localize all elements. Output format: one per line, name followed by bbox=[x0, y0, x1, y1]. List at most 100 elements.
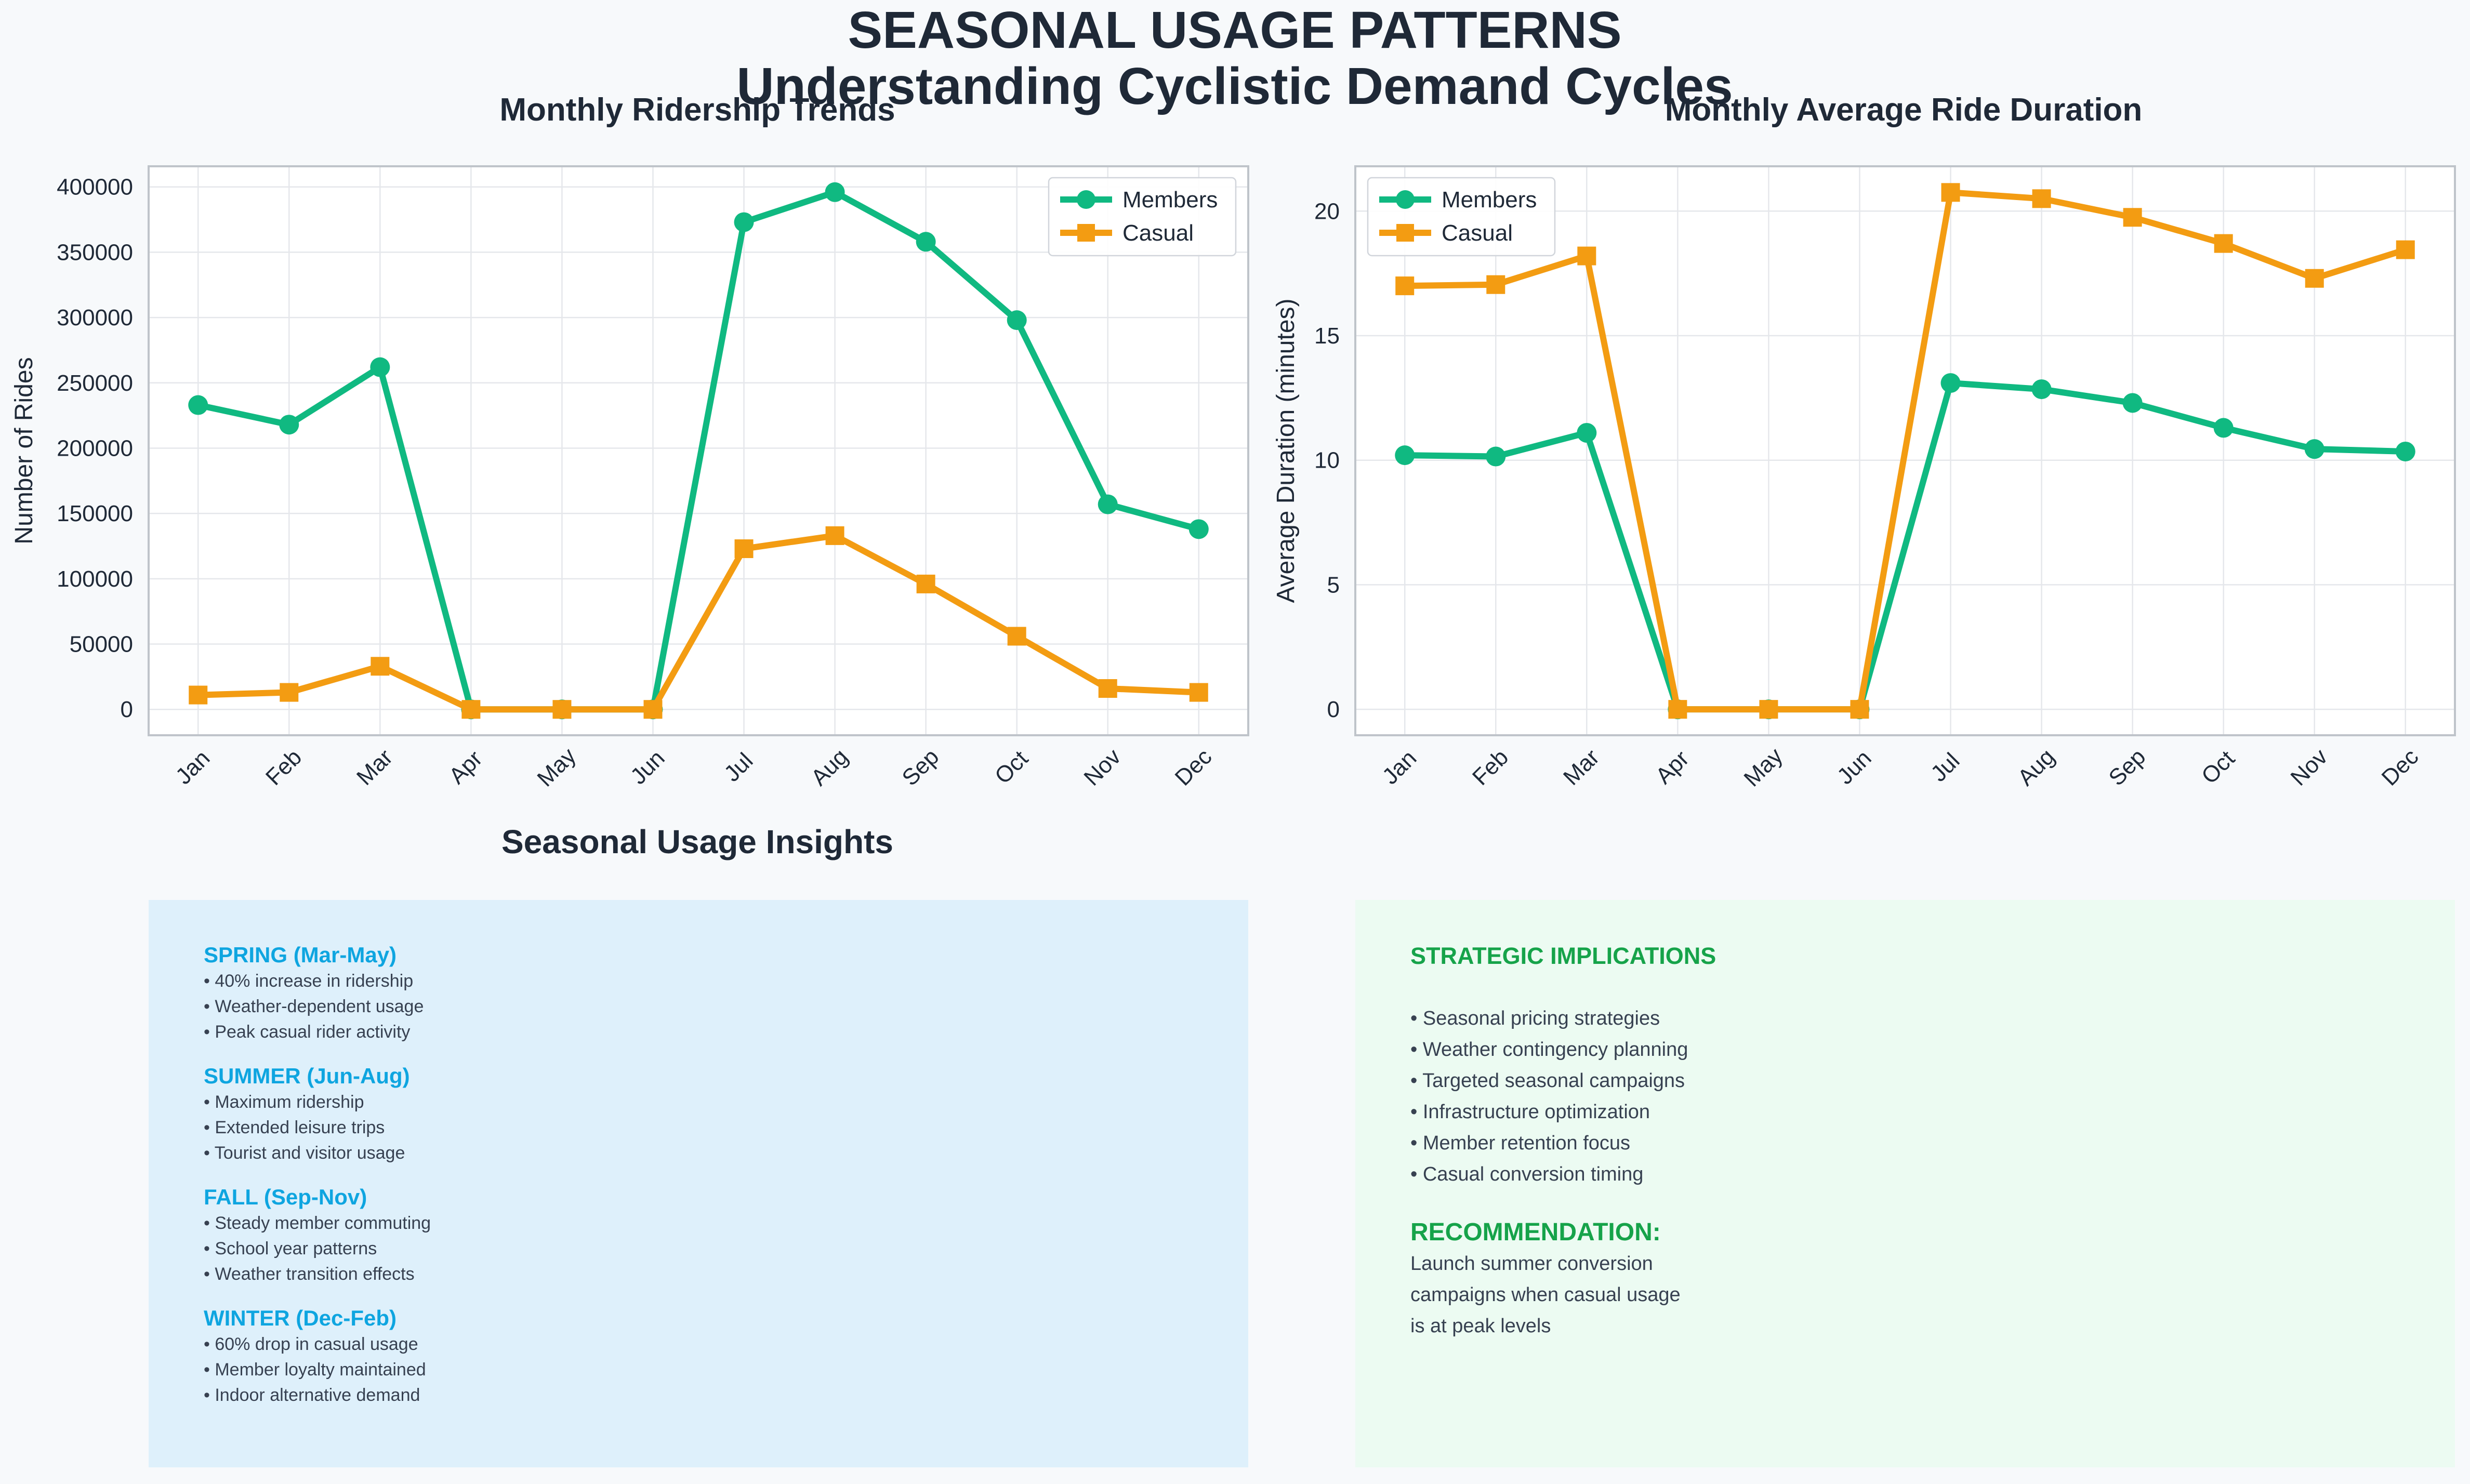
strategy-title: STRATEGIC IMPLICATIONS bbox=[1410, 943, 1716, 969]
plot-frame bbox=[148, 165, 1249, 736]
recommendation-line: is at peak levels bbox=[1410, 1315, 1551, 1337]
season-bullet: • Tourist and visitor usage bbox=[204, 1143, 405, 1163]
data-point-members bbox=[370, 357, 390, 377]
strategy-bullet: • Targeted seasonal campaigns bbox=[1410, 1070, 1685, 1092]
data-point-casual bbox=[1668, 700, 1687, 719]
x-tick-label: Sep bbox=[897, 744, 944, 791]
data-point-members bbox=[825, 182, 845, 202]
x-tick-label: Jun bbox=[626, 745, 670, 789]
ridership-chart: 0 50000 100000 150000 200000 250000 300000 3500… bbox=[10, 165, 1249, 791]
legend-marker-square bbox=[1396, 224, 1414, 242]
x-tick-label: Feb bbox=[261, 745, 307, 790]
y-axis-label: Number of Rides bbox=[10, 357, 38, 544]
data-point-members bbox=[279, 415, 299, 435]
data-point-casual bbox=[189, 685, 208, 705]
season-block: SUMMER (Jun-Aug) • Maximum ridership • Ext… bbox=[204, 1063, 1248, 1166]
data-point-members bbox=[2122, 393, 2143, 413]
data-point-casual bbox=[1759, 700, 1778, 719]
recommendation-text: Launch summer conversion campaigns when c… bbox=[1410, 1248, 2455, 1342]
y-tick-label: 15 bbox=[1314, 323, 1340, 349]
legend-label-members: Members bbox=[1442, 187, 1537, 213]
x-tick-label: Oct bbox=[990, 746, 1033, 789]
x-tick-label: Jul bbox=[719, 748, 758, 787]
data-point-members bbox=[1940, 373, 1961, 393]
x-tick-label: Aug bbox=[2013, 744, 2059, 791]
data-point-casual bbox=[916, 574, 935, 593]
data-point-casual bbox=[825, 526, 844, 545]
season-bullet: • Indoor alternative demand bbox=[204, 1385, 420, 1405]
data-point-casual bbox=[734, 539, 754, 559]
y-tick-label: 350000 bbox=[57, 240, 133, 265]
data-point-casual bbox=[461, 700, 481, 719]
data-point-casual bbox=[552, 700, 572, 719]
season-title: FALL (Sep-Nov) bbox=[204, 1185, 367, 1209]
x-tick-label: Mar bbox=[352, 745, 398, 790]
data-point-members bbox=[1577, 422, 1597, 443]
chart-title-1: Monthly Ridership Trends bbox=[499, 92, 895, 128]
data-point-members bbox=[1098, 494, 1118, 514]
strategy-bullet: • Weather contingency planning bbox=[1410, 1039, 1688, 1061]
data-point-casual bbox=[2396, 240, 2415, 259]
x-tick-label: Dec bbox=[1170, 744, 1217, 791]
season-bullet: • School year patterns bbox=[204, 1239, 377, 1258]
y-tick-label: 300000 bbox=[57, 305, 133, 330]
data-point-casual bbox=[2123, 208, 2142, 227]
data-point-casual bbox=[2214, 234, 2233, 253]
strategy-bullet: • Member retention focus bbox=[1410, 1132, 1631, 1154]
x-tick-label: Mar bbox=[1558, 745, 1604, 790]
season-title: WINTER (Dec-Feb) bbox=[204, 1306, 397, 1330]
insights-title: Seasonal Usage Insights bbox=[501, 823, 893, 860]
data-point-casual bbox=[1577, 246, 1596, 266]
legend-marker-circle bbox=[1396, 190, 1415, 209]
figure-title-line1: SEASONAL USAGE PATTERNS bbox=[848, 1, 1621, 59]
data-point-casual bbox=[1850, 700, 1869, 719]
season-title: SUMMER (Jun-Aug) bbox=[204, 1064, 410, 1088]
data-point-casual bbox=[643, 700, 663, 719]
data-point-casual bbox=[280, 683, 299, 702]
y-tick-label: 400000 bbox=[57, 175, 133, 200]
y-tick-label: 100000 bbox=[57, 566, 133, 592]
x-tick-label: May bbox=[1739, 743, 1787, 791]
x-tick-label: Dec bbox=[2377, 744, 2424, 791]
data-point-casual bbox=[1486, 275, 1505, 294]
x-tick-label: Jun bbox=[1832, 745, 1877, 789]
y-tick-label: 0 bbox=[1327, 697, 1340, 722]
season-bullet: • Steady member commuting bbox=[204, 1213, 431, 1233]
strategy-bullet: • Casual conversion timing bbox=[1410, 1163, 1644, 1185]
x-tick-label: Jan bbox=[171, 745, 215, 789]
data-point-casual bbox=[1007, 627, 1026, 646]
y-tick-label: 150000 bbox=[57, 501, 133, 526]
season-bullet: • Weather transition effects bbox=[204, 1264, 415, 1284]
plot-frame bbox=[1354, 165, 2456, 736]
y-tick-label: 0 bbox=[121, 697, 133, 722]
series-line-members bbox=[197, 189, 1200, 713]
x-tick-label: Nov bbox=[2286, 744, 2332, 791]
season-bullet: • Extended leisure trips bbox=[204, 1118, 385, 1137]
series-line-members bbox=[1405, 380, 2406, 713]
season-bullet: • Weather-dependent usage bbox=[204, 997, 424, 1016]
season-bullet: • 60% drop in casual usage bbox=[204, 1334, 418, 1354]
season-bullet: • Peak casual rider activity bbox=[204, 1022, 411, 1042]
data-point-casual bbox=[2032, 189, 2051, 208]
data-point-casual bbox=[2305, 269, 2324, 288]
y-tick-label: 250000 bbox=[57, 370, 133, 396]
recommendation-line: Launch summer conversion bbox=[1410, 1253, 1653, 1275]
series-line-casual bbox=[1405, 189, 2407, 713]
x-tick-label: Nov bbox=[1079, 744, 1126, 791]
duration-chart: 0 5 10 15 20 Jan Feb Mar Apr May Jun Jul Aug Sep Oct No… bbox=[1272, 165, 2456, 791]
strategy-bullet: • Infrastructure optimization bbox=[1410, 1101, 1650, 1123]
data-point-members bbox=[2304, 439, 2324, 459]
data-point-members bbox=[2031, 379, 2052, 400]
y-tick-label: 10 bbox=[1314, 448, 1340, 473]
y-tick-label: 5 bbox=[1327, 572, 1340, 598]
data-point-members bbox=[2213, 418, 2234, 438]
data-point-casual bbox=[1098, 679, 1117, 698]
y-tick-label: 50000 bbox=[70, 632, 133, 657]
x-tick-label: Jan bbox=[1378, 745, 1422, 789]
x-tick-label: Aug bbox=[806, 744, 853, 791]
legend-marker-square bbox=[1077, 224, 1095, 242]
season-title: SPRING (Mar-May) bbox=[204, 943, 397, 967]
figure-title-line2: Understanding Cyclistic Demand Cycles bbox=[736, 57, 1733, 115]
strategy-bullet: • Seasonal pricing strategies bbox=[1410, 1008, 1660, 1029]
